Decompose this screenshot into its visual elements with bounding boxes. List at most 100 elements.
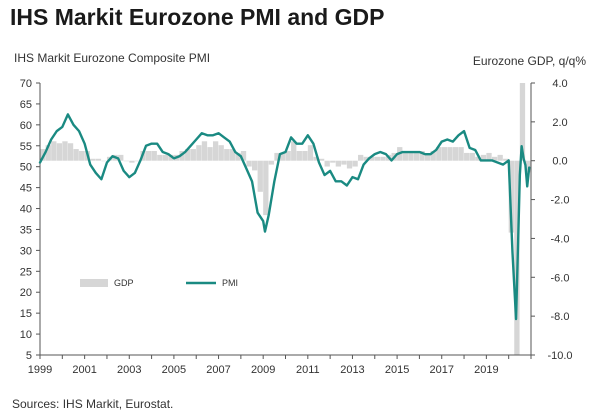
gdp-bar (157, 154, 163, 161)
gdp-bar (73, 149, 79, 161)
gdp-bar (330, 160, 336, 163)
chart-title: IHS Markit Eurozone PMI and GDP (10, 4, 385, 30)
gdp-bar (469, 152, 475, 161)
gdp-bar (40, 149, 46, 161)
gdp-bar (263, 160, 269, 216)
gdp-bar (307, 145, 314, 161)
left-tick-label: 70 (20, 78, 32, 90)
left-tick-label: 5 (26, 350, 32, 362)
gdp-bar (179, 151, 185, 161)
gdp-bar (324, 160, 330, 167)
gdp-bar (95, 158, 102, 161)
gdp-bar (246, 160, 252, 167)
left-tick-label: 30 (20, 245, 32, 257)
gdp-bar (240, 151, 247, 161)
left-tick-label: 20 (20, 287, 32, 299)
x-tick-label: 2019 (474, 364, 498, 376)
gdp-bar (229, 149, 235, 161)
gdp-bar (118, 154, 124, 161)
legend-pmi-label: PMI (222, 278, 238, 288)
gdp-bar (224, 149, 230, 161)
x-tick-label: 2007 (206, 364, 230, 376)
legend-gdp-label: GDP (114, 278, 134, 288)
gdp-bar (419, 151, 425, 161)
left-tick-label: 45 (20, 183, 32, 195)
left-tick-label: 10 (20, 329, 32, 341)
gdp-bar (335, 160, 342, 167)
gdp-bar (424, 154, 431, 161)
gdp-bar (235, 152, 241, 161)
gdp-bar (90, 158, 96, 161)
gdp-bar (45, 145, 51, 161)
gdp-bar (51, 141, 57, 161)
right-tick-label: -8.0 (551, 311, 570, 323)
gdp-bar (146, 151, 152, 161)
x-tick-label: 2005 (162, 364, 186, 376)
x-tick-label: 2003 (117, 364, 141, 376)
gdp-bar (79, 151, 85, 161)
gdp-bar (313, 156, 319, 161)
gdp-bar (134, 160, 141, 162)
gdp-bar (374, 156, 381, 161)
gdp-bar (408, 152, 414, 161)
gdp-bar (363, 156, 369, 161)
left-tick-label: 55 (20, 141, 32, 153)
left-axis-label: IHS Markit Eurozone Composite PMI (14, 51, 211, 65)
left-tick-label: 60 (20, 120, 32, 132)
gdp-bar (291, 141, 297, 161)
gdp-bar (123, 160, 129, 162)
gdp-bar (525, 160, 531, 173)
left-tick-label: 25 (20, 266, 32, 278)
axes: 7065605550454035302520151054.02.00.0-2.0… (20, 78, 573, 376)
gdp-bar (413, 151, 420, 161)
gdp-bar (452, 147, 459, 161)
x-tick-label: 2009 (251, 364, 275, 376)
x-tick-label: 1999 (28, 364, 52, 376)
gdp-bar (285, 151, 291, 161)
left-tick-label: 35 (20, 224, 32, 236)
gdp-bar (519, 83, 526, 161)
pmi-line (38, 113, 531, 321)
gdp-bar (302, 151, 308, 161)
left-tick-label: 15 (20, 308, 32, 320)
right-tick-label: 2.0 (552, 117, 567, 129)
right-tick-label: -6.0 (551, 272, 570, 284)
gdp-bar (503, 158, 509, 161)
left-tick-label: 65 (20, 99, 32, 111)
gdp-bar (430, 151, 436, 161)
legend-gdp-swatch (80, 279, 108, 287)
x-tick-label: 2017 (429, 364, 453, 376)
gdp-bar (56, 143, 63, 161)
gdp-bar (274, 152, 280, 161)
gdp-bar (67, 143, 74, 161)
gdp-bar (129, 160, 135, 163)
gdp-bar (196, 145, 202, 161)
gdp-bar (318, 158, 325, 161)
gdp-bar (475, 156, 481, 161)
gdp-bar (162, 154, 169, 161)
gdp-bar (486, 152, 492, 161)
right-tick-label: 4.0 (552, 78, 567, 90)
gdp-bar (218, 145, 224, 161)
gdp-bar (62, 141, 68, 161)
gdp-bar (436, 147, 442, 161)
gdp-bar (464, 152, 470, 161)
gdp-bar (268, 160, 275, 165)
gdp-bar (447, 147, 453, 161)
x-tick-label: 2001 (72, 364, 96, 376)
gdp-bar (458, 147, 464, 161)
gdp-bar (296, 151, 302, 161)
gdp-bar (380, 156, 386, 161)
gdp-bar (212, 141, 219, 161)
gdp-bar (369, 156, 375, 161)
right-tick-label: -10.0 (547, 350, 572, 362)
gdp-bar (101, 160, 107, 162)
gdp-bar (352, 160, 358, 167)
left-tick-label: 40 (20, 204, 32, 216)
gdp-bar (346, 160, 353, 169)
gdp-bar (279, 152, 286, 161)
gdp-bar (441, 147, 448, 161)
gdp-bar (257, 160, 263, 192)
gdp-bar (168, 154, 174, 161)
